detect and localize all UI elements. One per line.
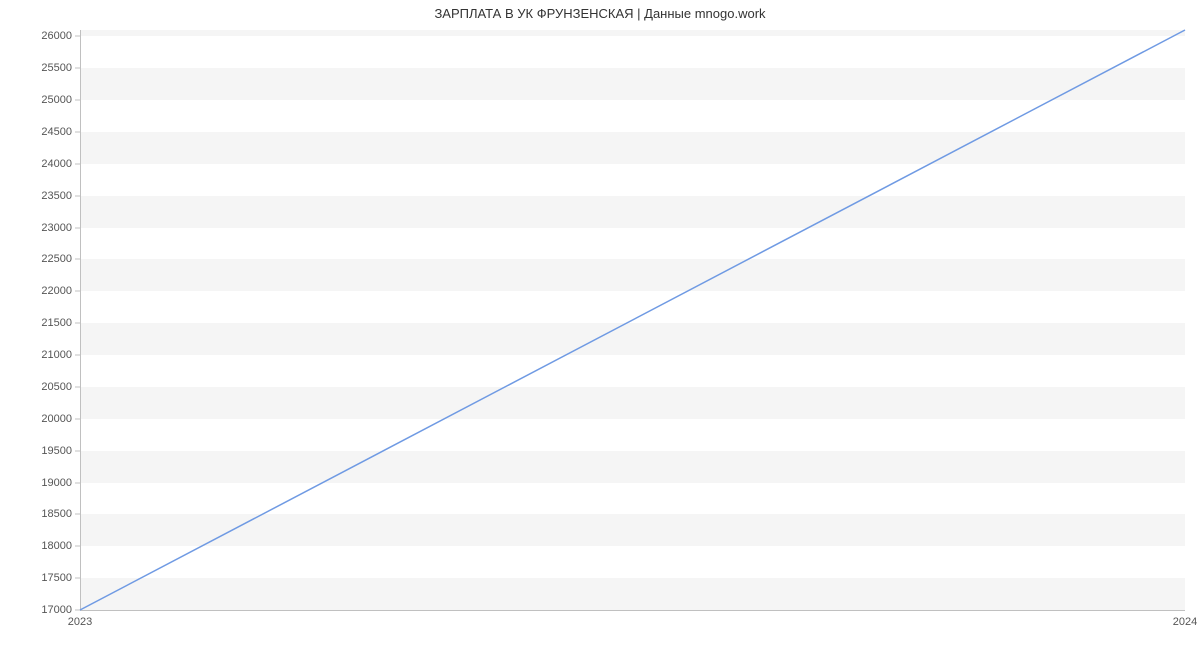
- y-tick-label: 22000: [41, 285, 72, 297]
- x-axis-line: [80, 610, 1185, 611]
- y-tick-label: 26000: [41, 30, 72, 42]
- plot-area: 1700017500180001850019000195002000020500…: [80, 30, 1185, 610]
- y-tick-label: 18500: [41, 508, 72, 520]
- y-tick-label: 17500: [41, 572, 72, 584]
- y-tick-label: 25000: [41, 94, 72, 106]
- y-tick-label: 20500: [41, 381, 72, 393]
- chart-title: ЗАРПЛАТА В УК ФРУНЗЕНСКАЯ | Данные mnogo…: [0, 6, 1200, 21]
- x-tick-label: 2024: [1173, 616, 1197, 628]
- y-tick-label: 25500: [41, 62, 72, 74]
- y-tick-label: 22500: [41, 253, 72, 265]
- series-line-salary: [80, 30, 1185, 610]
- y-tick-label: 17000: [41, 604, 72, 616]
- y-tick-label: 20000: [41, 413, 72, 425]
- series-layer: [80, 30, 1185, 610]
- y-tick-label: 21500: [41, 317, 72, 329]
- y-tick-label: 19500: [41, 445, 72, 457]
- salary-chart: ЗАРПЛАТА В УК ФРУНЗЕНСКАЯ | Данные mnogo…: [0, 0, 1200, 650]
- y-tick-label: 24500: [41, 126, 72, 138]
- y-tick-label: 23000: [41, 222, 72, 234]
- y-tick-label: 18000: [41, 540, 72, 552]
- y-tick-label: 23500: [41, 190, 72, 202]
- y-tick-label: 19000: [41, 477, 72, 489]
- x-tick-label: 2023: [68, 616, 92, 628]
- y-tick-label: 24000: [41, 158, 72, 170]
- y-tick-label: 21000: [41, 349, 72, 361]
